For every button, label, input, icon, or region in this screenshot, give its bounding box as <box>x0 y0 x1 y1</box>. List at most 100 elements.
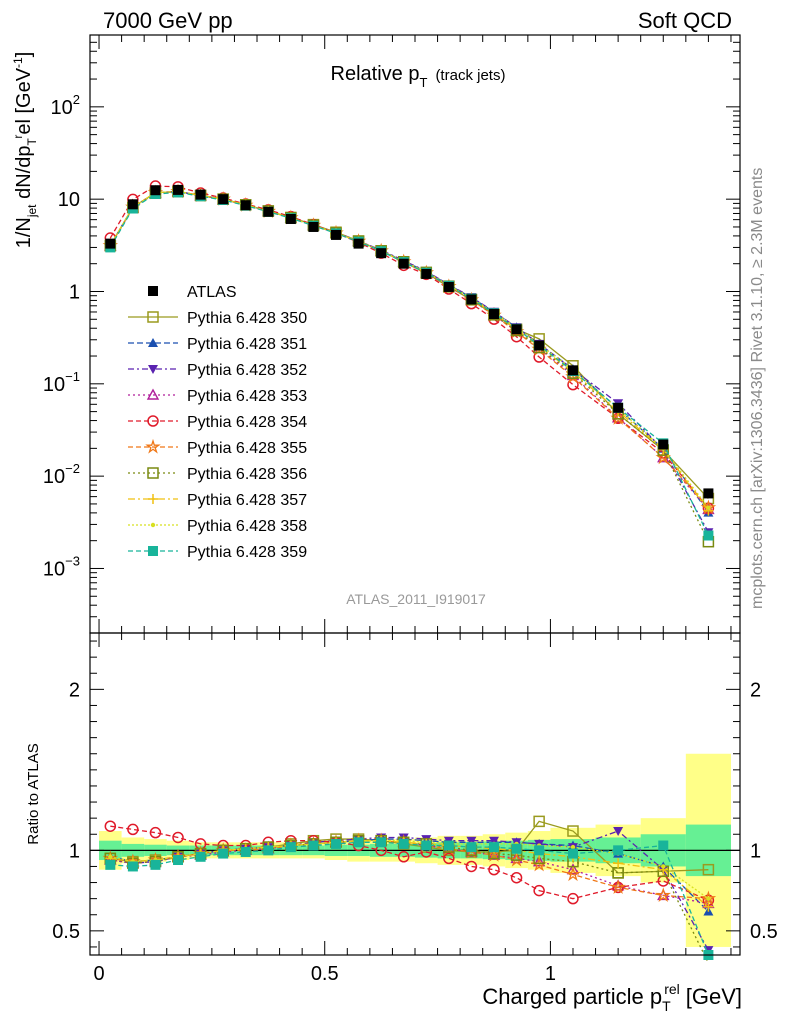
ratio-series-point <box>353 837 364 848</box>
ratio-series-point <box>613 845 624 856</box>
ratio-series-10 <box>105 837 714 960</box>
x-axis-label-unit: [GeV] <box>686 984 742 1009</box>
main-data-point <box>285 213 296 224</box>
main-title-note: (track jets) <box>435 67 505 84</box>
ratio-series-point <box>567 825 579 837</box>
main-data-points <box>105 184 714 499</box>
main-data-point <box>353 238 364 249</box>
main-data-point <box>127 199 138 210</box>
ratio-series-point <box>532 855 546 867</box>
legend-label: Pythia 6.428 353 <box>187 388 307 405</box>
main-series-point <box>611 411 625 423</box>
legend-label: Pythia 6.428 357 <box>187 492 307 509</box>
ratio-series-point <box>127 861 138 872</box>
ratio-series-point <box>127 823 139 836</box>
main-data-point <box>613 402 624 413</box>
legend-item-2: Pythia 6.428 351 <box>128 336 307 353</box>
x-axis-label-sub: T <box>662 998 671 1014</box>
ratio-series-point <box>658 840 669 851</box>
ratio-series-point <box>613 858 624 869</box>
legend-marker <box>148 365 158 374</box>
main-title-sub: T <box>419 75 427 90</box>
main-series-point <box>610 410 626 425</box>
legend-item-atlas: ATLAS <box>148 284 237 301</box>
legend-item-3: Pythia 6.428 352 <box>128 362 307 379</box>
main-data-point <box>195 189 206 200</box>
legend-item-9: Pythia 6.428 358 <box>128 518 307 535</box>
main-y-tick-label: 1 <box>69 281 80 303</box>
ratio-series-point <box>172 831 184 844</box>
ratio-series-point <box>466 842 477 853</box>
ratio-tick-labels: 0.5 0.5 1 1 2 2 0 0.5 1 <box>52 679 778 985</box>
legend-item-5: Pythia 6.428 354 <box>128 414 307 431</box>
main-y-axis-label: 1/Njet dN/dpTrel [GeV-1] <box>11 52 39 249</box>
ratio-series-point <box>285 842 296 853</box>
x-tick-label: 0.5 <box>311 963 339 985</box>
ratio-series-line <box>110 841 710 956</box>
ratio-series-point <box>218 848 229 859</box>
x-axis-label-main: Charged particle p <box>482 984 662 1009</box>
legend-marker <box>148 546 158 556</box>
ratio-series-line <box>110 840 709 900</box>
ratio-series-point <box>706 896 711 901</box>
ratio-series-point <box>567 848 578 859</box>
main-data-point <box>240 200 251 211</box>
ratio-series-point <box>398 838 409 849</box>
ratio-y-axis-label: Ratio to ATLAS <box>25 743 42 844</box>
ratio-series-point <box>700 890 717 906</box>
x-tick-label: 0 <box>93 963 104 985</box>
ratio-series-point <box>565 866 581 882</box>
legend-marker <box>147 311 159 323</box>
ratio-series-point <box>661 864 666 869</box>
ratio-series-point <box>567 892 579 905</box>
ratio-series-point <box>510 871 523 884</box>
legend-label: Pythia 6.428 359 <box>187 544 307 561</box>
main-data-point <box>703 488 714 499</box>
legend: ATLAS Pythia 6.428 350 Pythia 6.428 351 Pyt… <box>128 284 307 561</box>
main-data-point <box>443 281 454 292</box>
main-data-point <box>376 248 387 259</box>
ratio-series-point <box>703 901 714 912</box>
legend-label: ATLAS <box>187 284 237 301</box>
ratio-series-point <box>655 887 672 903</box>
legend-label: Pythia 6.428 352 <box>187 362 307 379</box>
ratio-series-point <box>443 840 454 851</box>
main-series-point <box>706 505 711 510</box>
ratio-series-point <box>613 827 624 837</box>
ratio-y-tick-label: 1 <box>69 840 80 862</box>
ratio-series-point <box>108 854 113 859</box>
main-data-point <box>331 229 342 240</box>
main-panel: 10−3 10−2 10−1 1 10 102 Relative pT (track jet… <box>11 34 741 634</box>
ratio-series-line <box>110 825 709 901</box>
ratio-y-tick-label: 0.5 <box>52 921 80 943</box>
main-data-point <box>534 340 545 351</box>
main-data-point <box>150 185 161 196</box>
header-left: 7000 GeV pp <box>103 8 233 33</box>
ratio-series-point <box>195 851 206 862</box>
side-label-rivet: Rivet 3.1.10, ≥ 2.3M events <box>749 168 766 363</box>
ratio-series-point <box>488 863 500 876</box>
main-data-point <box>567 365 578 376</box>
ratio-series-point <box>488 836 499 846</box>
main-y-tick-label: 10 <box>58 189 80 211</box>
ratio-series-point <box>702 863 715 876</box>
ratio-y-tick-label: 2 <box>69 679 80 701</box>
ratio-series-point <box>533 815 545 828</box>
ratio-series-point <box>421 840 432 851</box>
ratio-series-point <box>331 838 342 849</box>
ratio-series-group <box>102 815 717 964</box>
main-data-point <box>105 238 116 249</box>
ratio-series-point <box>263 845 274 856</box>
x-tick-label: 1 <box>545 963 556 985</box>
legend-label: Pythia 6.428 356 <box>187 466 307 483</box>
main-data-point <box>263 206 274 217</box>
ratio-series-point <box>240 846 251 857</box>
main-data-point <box>218 194 229 205</box>
main-data-point <box>511 324 522 335</box>
legend-label: Pythia 6.428 351 <box>187 336 307 353</box>
legend-marker <box>148 286 158 296</box>
main-data-point <box>308 221 319 232</box>
main-y-tick-label: 10−2 <box>43 461 80 488</box>
ratio-series-point <box>104 820 117 832</box>
